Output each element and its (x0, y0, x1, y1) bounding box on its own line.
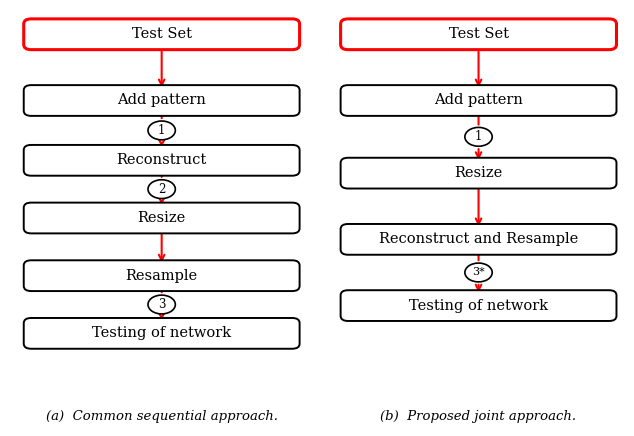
Text: (a)  Common sequential approach.: (a) Common sequential approach. (46, 410, 278, 423)
Text: 3*: 3* (472, 267, 485, 277)
FancyBboxPatch shape (340, 158, 616, 188)
Circle shape (465, 127, 492, 146)
FancyBboxPatch shape (340, 224, 616, 255)
FancyBboxPatch shape (23, 260, 300, 291)
FancyBboxPatch shape (23, 145, 300, 176)
Text: Reconstruct and Resample: Reconstruct and Resample (379, 232, 578, 246)
Text: Resize: Resize (455, 166, 503, 180)
Text: Testing of network: Testing of network (92, 327, 231, 341)
Text: Resize: Resize (138, 211, 186, 225)
FancyBboxPatch shape (340, 85, 616, 116)
Circle shape (148, 295, 176, 314)
Text: 1: 1 (158, 124, 165, 137)
FancyBboxPatch shape (23, 203, 300, 233)
FancyBboxPatch shape (340, 19, 616, 50)
Text: Reconstruct: Reconstruct (117, 153, 207, 167)
Text: 1: 1 (475, 130, 482, 143)
FancyBboxPatch shape (23, 19, 300, 50)
Text: Resample: Resample (126, 269, 198, 283)
Text: 3: 3 (158, 298, 165, 311)
FancyBboxPatch shape (23, 318, 300, 349)
Text: Test Set: Test Set (448, 27, 508, 41)
Text: Test Set: Test Set (132, 27, 191, 41)
Text: Testing of network: Testing of network (409, 299, 548, 313)
Text: Add pattern: Add pattern (434, 93, 523, 108)
Text: Add pattern: Add pattern (117, 93, 206, 108)
Text: (b)  Proposed joint approach.: (b) Proposed joint approach. (380, 410, 576, 423)
Circle shape (148, 180, 176, 198)
Circle shape (148, 121, 176, 140)
FancyBboxPatch shape (23, 85, 300, 116)
FancyBboxPatch shape (340, 290, 616, 321)
Text: 2: 2 (158, 183, 165, 196)
Circle shape (465, 263, 492, 282)
